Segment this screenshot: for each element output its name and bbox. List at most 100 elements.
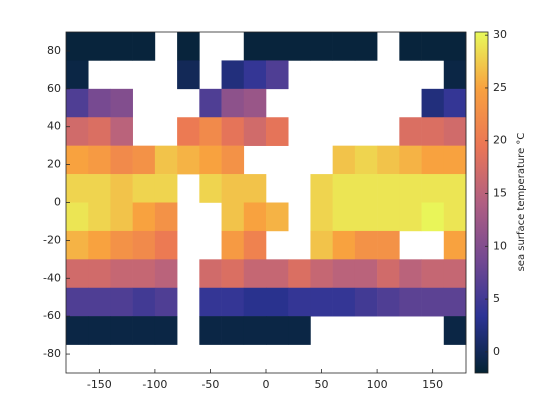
cell <box>177 117 200 146</box>
cell <box>66 287 89 317</box>
colorbar-tick-label: 20 <box>493 134 507 147</box>
cell <box>110 88 133 118</box>
cell <box>221 145 245 175</box>
y-tick-label: 20 <box>47 158 61 171</box>
cell <box>66 230 89 260</box>
cell <box>221 60 245 90</box>
cell <box>421 202 445 232</box>
cell <box>310 230 333 260</box>
cell <box>266 259 289 289</box>
cell <box>199 316 222 345</box>
x-tick-label: -50 <box>201 378 219 391</box>
cell <box>199 117 222 146</box>
cell <box>132 145 156 175</box>
cell <box>154 145 178 175</box>
cell <box>310 259 333 289</box>
cell <box>132 259 156 289</box>
cell <box>243 202 267 232</box>
cell <box>310 32 333 61</box>
cell <box>421 32 445 61</box>
cell <box>243 316 267 345</box>
cell <box>332 174 356 203</box>
cell <box>199 259 222 289</box>
cell <box>110 287 133 317</box>
cell <box>443 88 467 118</box>
cell <box>377 259 400 289</box>
colorbar-label: sea surface temperature °C <box>516 133 527 272</box>
cell <box>377 287 400 317</box>
cell <box>154 316 178 345</box>
cell <box>177 32 200 61</box>
cell <box>199 88 222 118</box>
x-tick-label: -150 <box>87 378 112 391</box>
cell <box>443 117 467 146</box>
cell <box>266 117 289 146</box>
cell <box>443 259 467 289</box>
cell <box>221 230 245 260</box>
cell <box>110 202 133 232</box>
cell <box>154 230 178 260</box>
cell <box>221 88 245 118</box>
cell <box>243 259 267 289</box>
cell <box>399 117 422 146</box>
cell <box>177 60 200 90</box>
cell <box>421 259 445 289</box>
cell <box>66 32 89 61</box>
cell <box>66 117 89 146</box>
cell <box>110 32 133 61</box>
cell <box>332 259 356 289</box>
cell <box>399 174 422 203</box>
cell <box>221 174 245 203</box>
colorbar-tick-label: 0 <box>493 345 500 358</box>
cell <box>266 32 289 61</box>
cell <box>88 316 111 345</box>
cell <box>243 230 267 260</box>
cell <box>154 174 178 203</box>
cell <box>110 145 133 175</box>
cell <box>354 145 378 175</box>
cell <box>243 88 267 118</box>
cell <box>377 145 400 175</box>
cell <box>66 202 89 232</box>
x-tick-label: -100 <box>142 378 167 391</box>
cell <box>243 174 267 203</box>
cell <box>110 174 133 203</box>
cell <box>443 287 467 317</box>
colorbar <box>474 31 489 374</box>
cell <box>88 145 111 175</box>
cell <box>443 230 467 260</box>
cell <box>66 174 89 203</box>
cell <box>110 230 133 260</box>
colorbar-tick-label: 10 <box>493 239 507 252</box>
cell <box>88 259 111 289</box>
cell <box>399 32 422 61</box>
cell <box>421 88 445 118</box>
cell <box>88 174 111 203</box>
cell <box>377 202 400 232</box>
cell <box>177 145 200 175</box>
y-tick-label: -20 <box>43 233 61 246</box>
cell <box>132 32 156 61</box>
cell <box>221 259 245 289</box>
cell <box>88 202 111 232</box>
cell <box>288 32 311 61</box>
cell <box>399 287 422 317</box>
cell <box>66 316 89 345</box>
cell <box>154 259 178 289</box>
y-tick-label: -40 <box>43 271 61 284</box>
cell <box>132 202 156 232</box>
cell <box>88 287 111 317</box>
colorbar-tick-label: 5 <box>493 292 500 305</box>
cell <box>443 316 467 345</box>
cell <box>377 230 400 260</box>
y-tick-label: -60 <box>43 309 61 322</box>
cell <box>199 174 222 203</box>
heatmap-cells <box>66 32 467 345</box>
cell <box>154 202 178 232</box>
cell <box>221 287 245 317</box>
cell <box>154 287 178 317</box>
colorbar-tick-label: 30 <box>493 28 507 41</box>
cell <box>288 259 311 289</box>
